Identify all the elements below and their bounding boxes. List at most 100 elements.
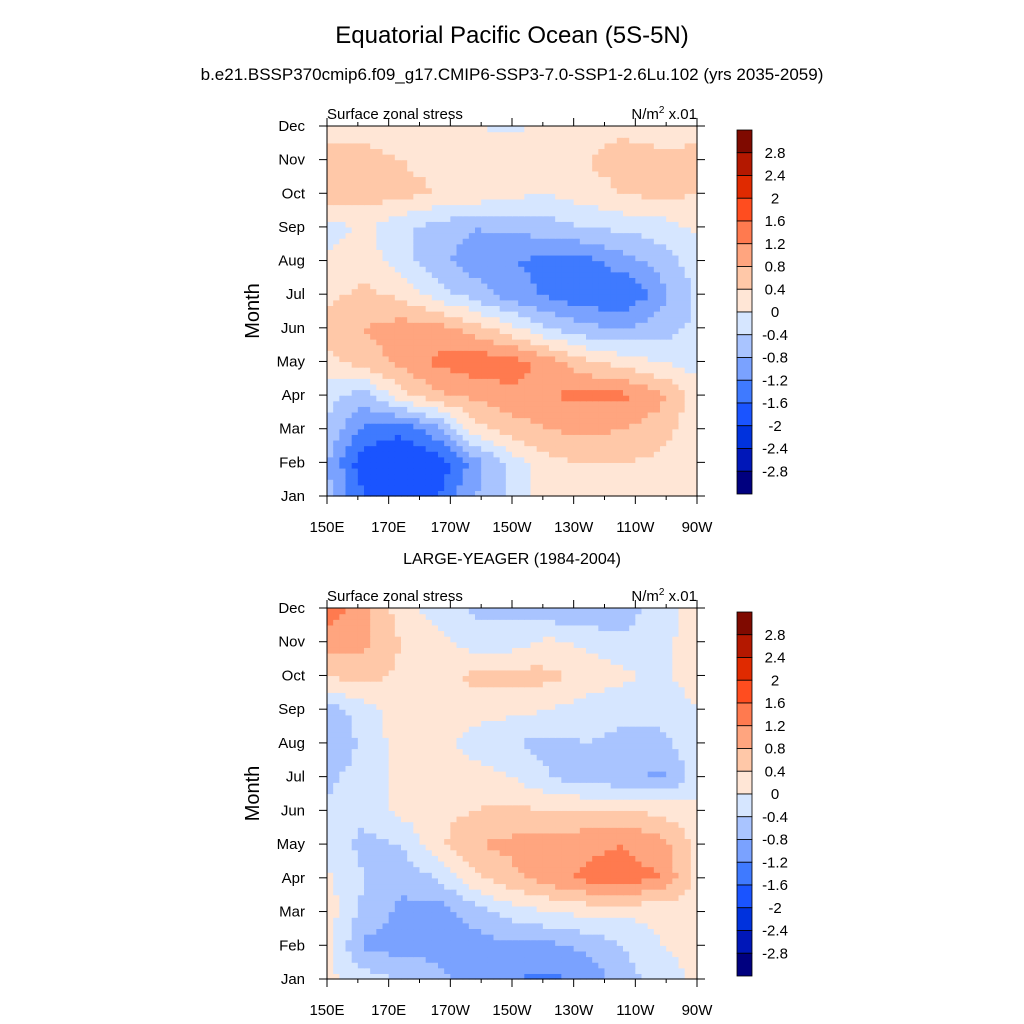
heatmap-cell (536, 917, 544, 924)
heatmap-cell (499, 198, 507, 206)
heatmap-cell (339, 434, 347, 441)
heatmap-cell (660, 316, 667, 323)
heatmap-cell (536, 905, 544, 913)
heatmap-cell (666, 215, 673, 222)
heatmap-cell (586, 249, 593, 256)
heatmap-cell (555, 467, 562, 475)
heatmap-cell (530, 967, 538, 974)
heatmap-cell (364, 900, 371, 907)
heatmap-cell (357, 434, 365, 441)
heatmap-cell (660, 170, 667, 178)
heatmap-cell (376, 344, 384, 351)
heatmap-cell (653, 221, 661, 228)
heatmap-cell (672, 451, 680, 458)
heatmap-cell (376, 423, 384, 430)
heatmap-cell (327, 221, 334, 228)
heatmap-cell (567, 973, 575, 980)
heatmap-cell (438, 232, 445, 239)
heatmap-cell (623, 934, 630, 941)
heatmap-cell (635, 911, 643, 918)
heatmap-cell (586, 467, 593, 475)
heatmap-cell (462, 423, 470, 430)
heatmap-cell (610, 305, 618, 312)
heatmap-cell (505, 383, 513, 391)
heatmap-cell (653, 344, 661, 351)
heatmap-cell (333, 395, 340, 402)
heatmap-cell (647, 316, 655, 323)
heatmap-cell (610, 928, 618, 935)
heatmap-cell (505, 131, 513, 138)
heatmap-cell (629, 266, 636, 273)
heatmap-cell (672, 226, 680, 234)
heatmap-cell (666, 900, 673, 907)
heatmap-cell (370, 945, 377, 952)
heatmap-cell (487, 288, 495, 295)
heatmap-cell (382, 182, 390, 189)
heatmap-cell (475, 159, 482, 166)
heatmap-cell (419, 131, 427, 138)
heatmap-cell (462, 395, 470, 402)
heatmap-cell (586, 967, 593, 974)
heatmap-cell (586, 911, 593, 918)
heatmap-cell (684, 333, 692, 340)
heatmap-cell (487, 266, 495, 273)
heatmap-cell (493, 165, 501, 172)
heatmap-cell (536, 939, 544, 946)
heatmap-cell (444, 226, 451, 234)
heatmap-cell (493, 299, 501, 306)
heatmap-cell (684, 288, 692, 295)
heatmap-cell (505, 417, 513, 424)
heatmap-cell (666, 922, 673, 930)
colorbar-label: 1.2 (765, 236, 786, 253)
heatmap-cell (616, 271, 624, 278)
heatmap-cell (512, 434, 519, 441)
heatmap-cell (401, 176, 408, 183)
heatmap-cell (623, 204, 630, 211)
heatmap-cell (524, 260, 532, 267)
heatmap-cell (616, 945, 624, 952)
heatmap-cell (327, 389, 334, 396)
heatmap-cell (678, 456, 686, 463)
heatmap-cell (475, 215, 482, 222)
heatmap-cell (351, 254, 359, 262)
heatmap-cell (542, 226, 550, 234)
heatmap-cell (364, 406, 371, 413)
heatmap-cell (487, 137, 495, 144)
heatmap-cell (431, 131, 439, 138)
heatmap-cell (666, 905, 673, 913)
heatmap-cell (536, 400, 544, 407)
heatmap-cell (542, 428, 550, 435)
heatmap-cell (376, 467, 384, 475)
heatmap-cell (512, 339, 519, 346)
heatmap-cell (450, 389, 458, 396)
heatmap-cell (364, 142, 371, 150)
heatmap-cell (401, 917, 408, 924)
heatmap-cell (401, 137, 408, 144)
heatmap-cell (388, 254, 396, 262)
heatmap-cell (407, 327, 414, 335)
heatmap-cell (647, 204, 655, 211)
heatmap-cell (333, 905, 340, 913)
heatmap-cell (444, 322, 451, 329)
heatmap-cell (586, 406, 593, 413)
heatmap-cell (407, 288, 414, 295)
heatmap-cell (413, 905, 421, 913)
y-axis-label: Month (242, 283, 264, 339)
heatmap-cell (401, 277, 408, 284)
heatmap-cell (493, 322, 501, 329)
heatmap-cell (690, 305, 698, 312)
heatmap-cell (493, 243, 501, 250)
heatmap-cell (487, 254, 495, 262)
heatmap-cell (512, 327, 519, 335)
heatmap-cell (394, 479, 402, 486)
heatmap-cell (629, 232, 636, 239)
heatmap-cell (690, 170, 698, 178)
heatmap-cell (493, 434, 501, 441)
heatmap-cell (333, 361, 340, 368)
heatmap-cell (524, 355, 532, 363)
heatmap-cell (370, 299, 377, 306)
heatmap-cell (561, 305, 569, 312)
heatmap-cell (462, 299, 470, 306)
heatmap-cell (456, 266, 464, 273)
heatmap-cell (549, 277, 556, 284)
